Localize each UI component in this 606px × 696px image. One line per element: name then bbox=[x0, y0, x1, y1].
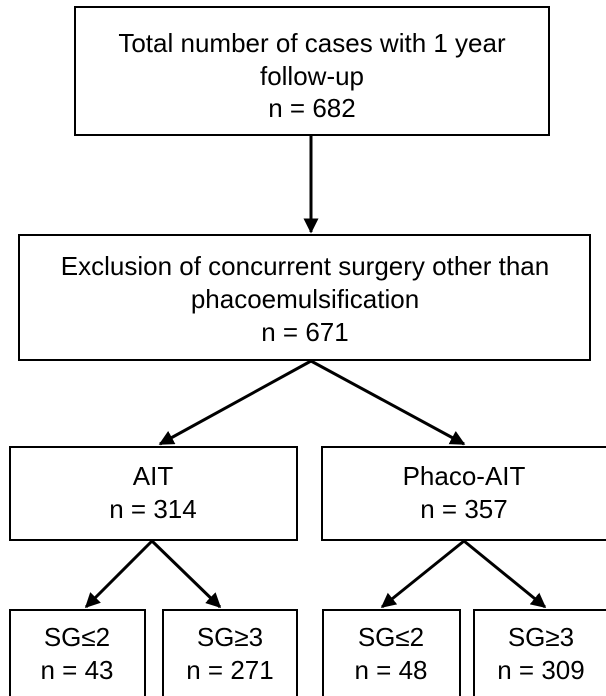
node-text: n = 357 bbox=[420, 494, 507, 524]
arrow bbox=[463, 539, 547, 609]
arrow bbox=[310, 359, 466, 446]
node: SG≤2 n = 43 bbox=[9, 609, 146, 696]
box bbox=[473, 609, 606, 696]
arrows bbox=[84, 136, 547, 609]
node-text: follow-up bbox=[260, 61, 364, 91]
box bbox=[18, 234, 591, 361]
node: Total number of cases with 1 year follow… bbox=[74, 6, 550, 136]
node-text: phacoemulsification bbox=[191, 284, 419, 314]
box bbox=[9, 609, 146, 696]
node-text: Exclusion of concurrent surgery other th… bbox=[61, 251, 549, 281]
arrow bbox=[158, 359, 312, 446]
node-text: n = 314 bbox=[109, 494, 196, 524]
arrow bbox=[150, 539, 222, 609]
node: Phaco-AIT n = 357 bbox=[321, 446, 606, 541]
node: Exclusion of concurrent surgery other th… bbox=[18, 234, 591, 361]
node-text: AIT bbox=[133, 461, 174, 491]
node-text: n = 309 bbox=[497, 655, 584, 685]
node: AIT n = 314 bbox=[9, 446, 298, 541]
node-text: SG≤2 bbox=[358, 622, 424, 652]
node-text: n = 271 bbox=[186, 655, 273, 685]
box bbox=[74, 6, 550, 136]
node-text: Total number of cases with 1 year bbox=[118, 28, 506, 58]
box bbox=[322, 609, 461, 696]
node-text: n = 48 bbox=[354, 655, 427, 685]
node-text: n = 671 bbox=[261, 317, 348, 347]
box bbox=[321, 446, 606, 541]
node-text: SG≥3 bbox=[508, 622, 574, 652]
node-text: Phaco-AIT bbox=[403, 461, 526, 491]
arrow bbox=[84, 539, 154, 609]
node: SG≤2 n = 48 bbox=[322, 609, 461, 696]
node-text: n = 682 bbox=[268, 93, 355, 123]
box bbox=[9, 446, 298, 541]
node-text: SG≥3 bbox=[197, 622, 263, 652]
box bbox=[162, 609, 298, 696]
arrow bbox=[380, 539, 465, 609]
node-text: n = 43 bbox=[40, 655, 113, 685]
node: SG≥3 n = 271 bbox=[162, 609, 298, 696]
node: SG≥3 n = 309 bbox=[473, 609, 606, 696]
node-text: SG≤2 bbox=[44, 622, 110, 652]
